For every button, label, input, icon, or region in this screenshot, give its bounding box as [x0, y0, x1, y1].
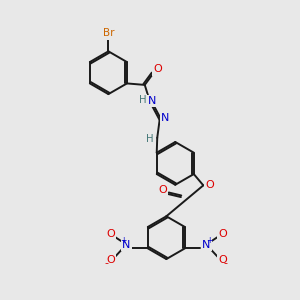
Text: O: O [218, 255, 227, 265]
Text: H: H [146, 134, 153, 144]
Text: -: - [105, 258, 109, 268]
Text: O: O [205, 180, 214, 190]
Text: H: H [139, 95, 146, 105]
Text: N: N [202, 239, 211, 250]
Text: Br: Br [103, 28, 114, 38]
Text: O: O [106, 229, 115, 239]
Text: O: O [106, 255, 115, 265]
Text: -: - [224, 258, 228, 268]
Text: O: O [218, 229, 227, 239]
Text: N: N [161, 113, 169, 123]
Text: +: + [120, 236, 127, 245]
Text: O: O [154, 64, 162, 74]
Text: +: + [206, 236, 212, 245]
Text: N: N [122, 239, 130, 250]
Text: O: O [158, 184, 167, 194]
Text: N: N [148, 96, 157, 106]
